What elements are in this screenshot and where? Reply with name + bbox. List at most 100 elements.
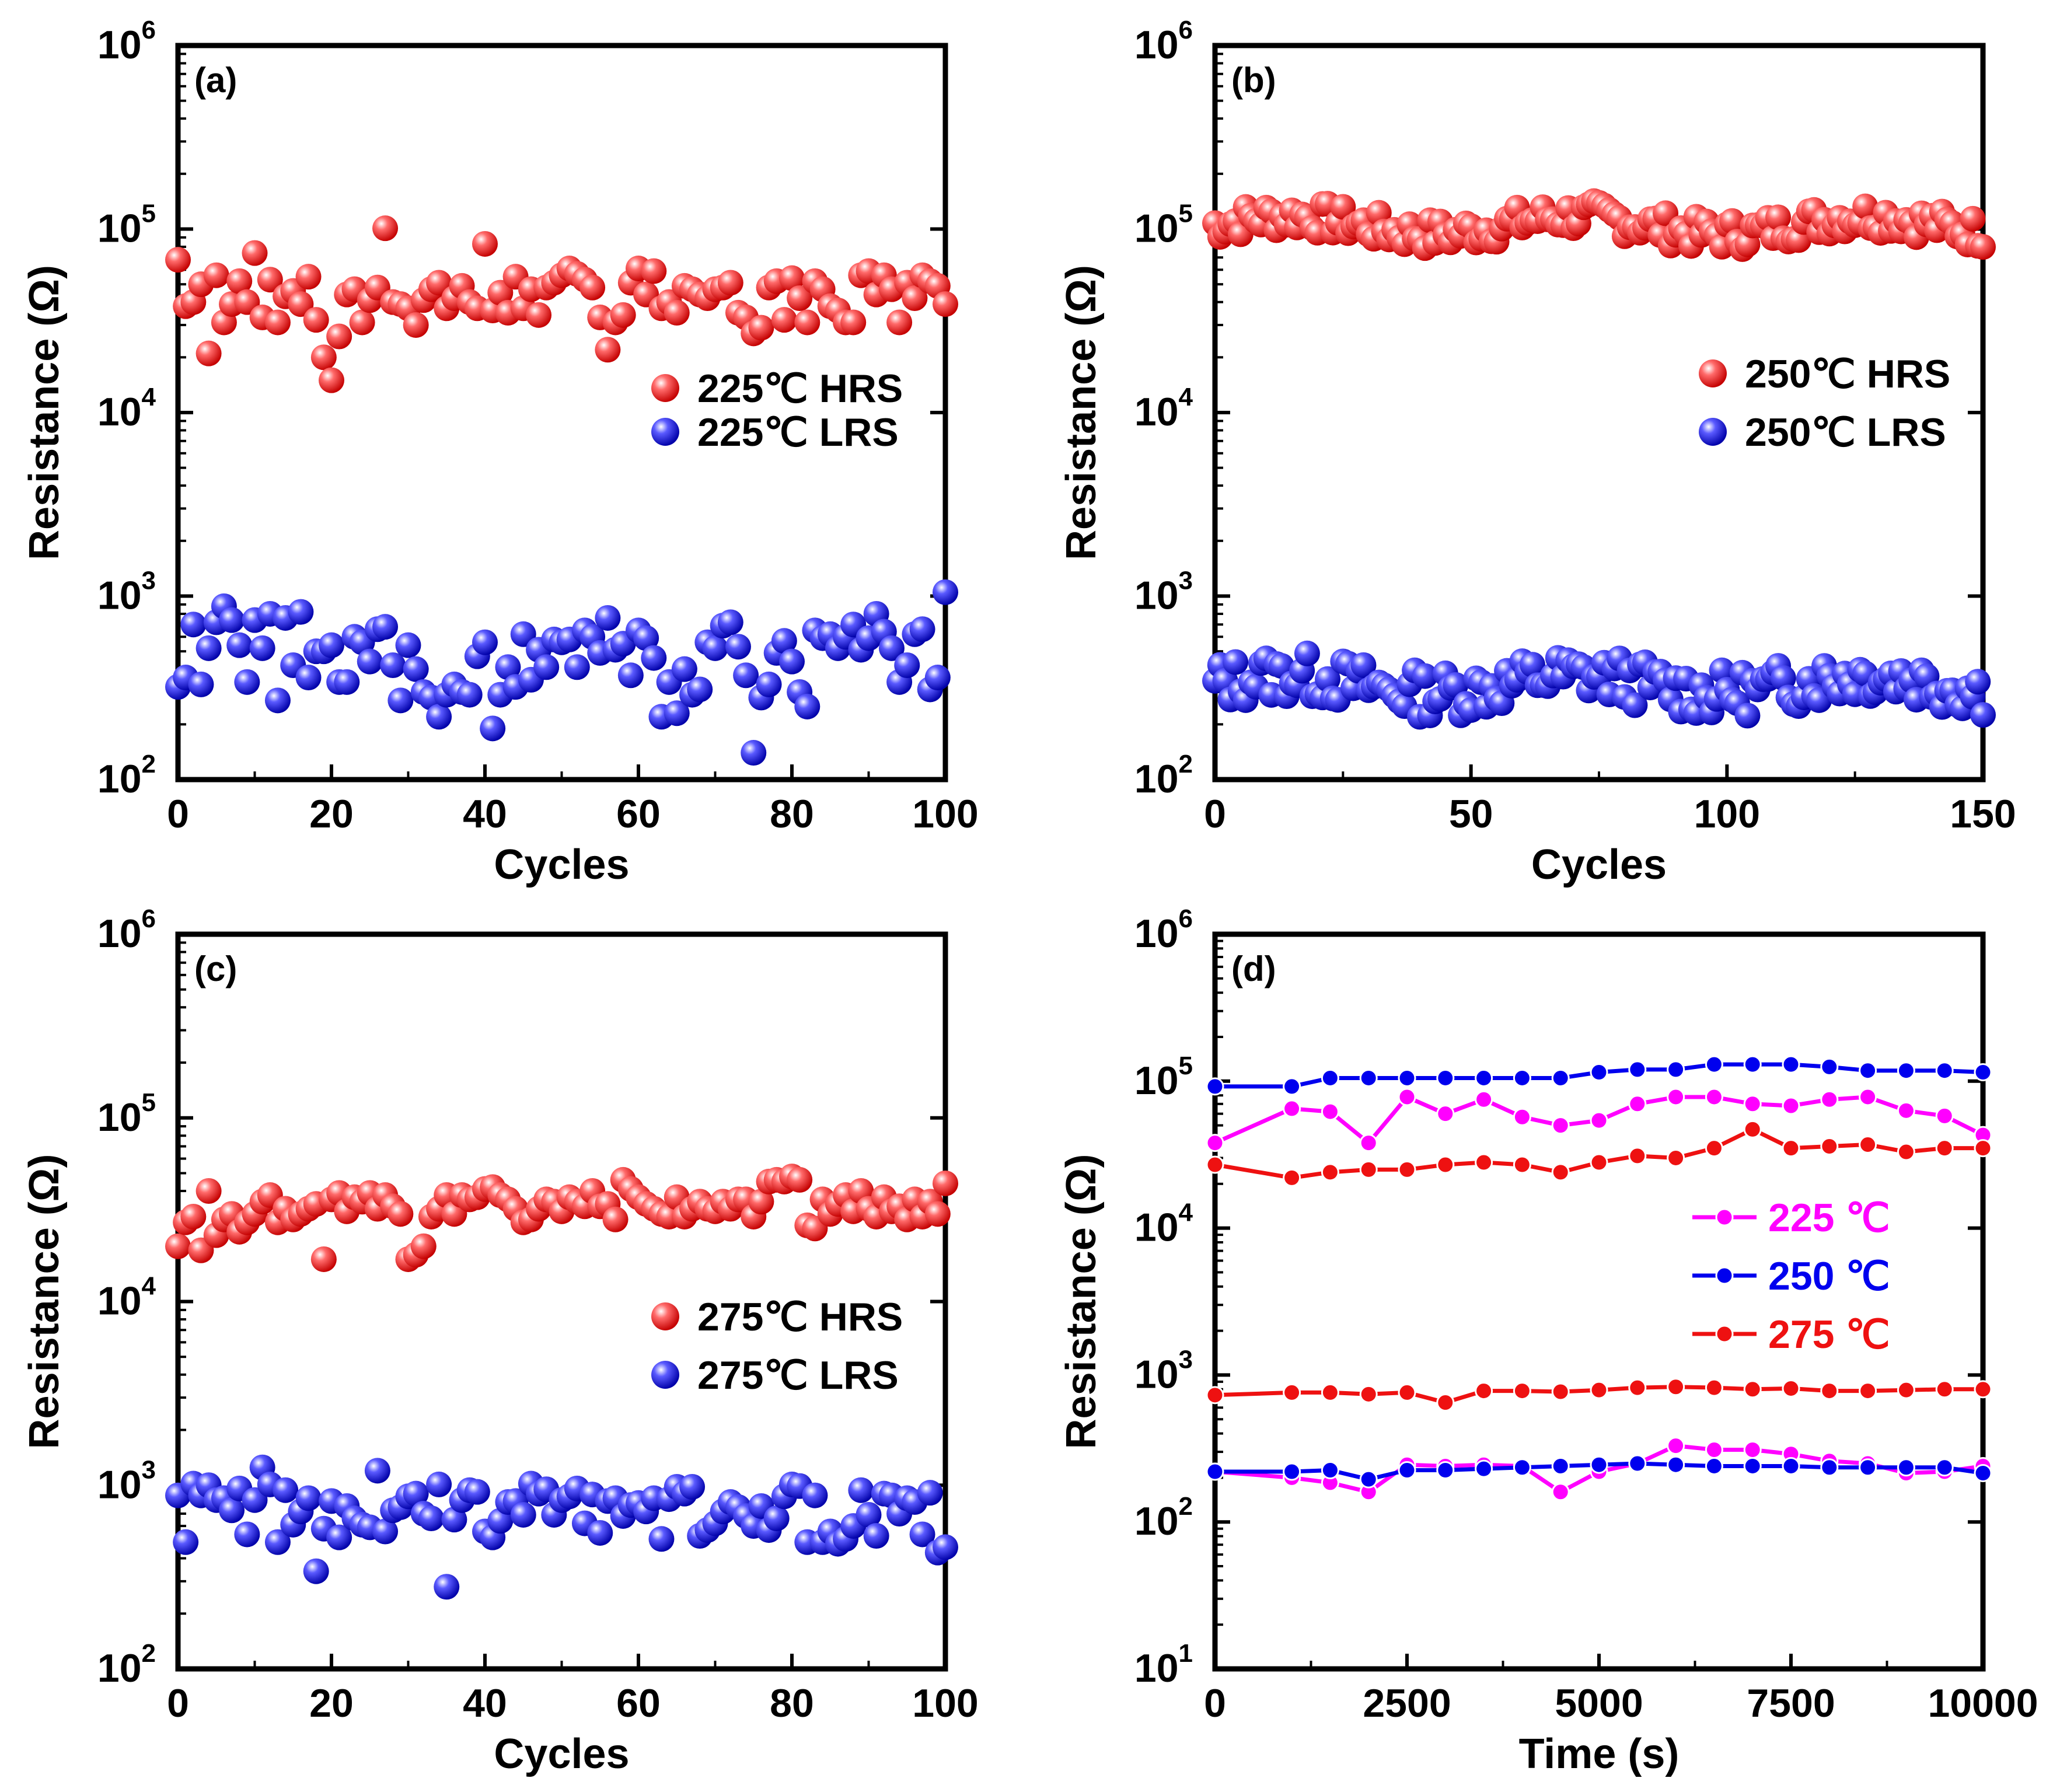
y-tick-label: 106 xyxy=(97,16,156,67)
legend-marker xyxy=(1715,1208,1734,1227)
data-point xyxy=(1359,1470,1378,1489)
data-point xyxy=(1743,1120,1762,1138)
x-tick-label: 100 xyxy=(1694,792,1760,836)
data-point xyxy=(1897,1143,1915,1161)
data-point xyxy=(1897,1381,1915,1399)
data-point xyxy=(1705,1440,1723,1459)
data-point xyxy=(1551,1456,1570,1475)
data-point xyxy=(1551,1483,1570,1501)
data-point xyxy=(1321,1163,1339,1182)
data-point xyxy=(1935,1139,1954,1158)
data-point xyxy=(733,662,759,689)
data-point xyxy=(418,1505,444,1532)
legend-label: 275℃ LRS xyxy=(697,1353,899,1398)
data-point xyxy=(326,1524,352,1550)
data-point xyxy=(1398,1068,1416,1087)
data-point xyxy=(1206,1077,1224,1096)
data-point xyxy=(1974,1380,1992,1399)
x-tick-label: 10000 xyxy=(1928,1681,2038,1725)
y-tick-label: 105 xyxy=(1134,200,1193,251)
data-point xyxy=(1820,1137,1839,1156)
x-axis-label: Cycles xyxy=(494,841,629,888)
legend-label: 225℃ HRS xyxy=(697,366,903,411)
data-point xyxy=(748,1189,774,1215)
x-tick-label: 7500 xyxy=(1747,1681,1835,1725)
data-point xyxy=(1475,1459,1493,1478)
x-tick-label: 80 xyxy=(770,792,814,836)
data-point xyxy=(1770,665,1796,691)
data-point xyxy=(1859,1088,1877,1106)
data-point xyxy=(933,1534,958,1560)
x-tick-label: 0 xyxy=(1204,1681,1226,1725)
data-point xyxy=(1859,1061,1877,1080)
data-point xyxy=(1935,1380,1954,1399)
data-point xyxy=(1590,1381,1608,1399)
data-point xyxy=(771,307,797,333)
data-point xyxy=(794,693,820,719)
data-point xyxy=(633,625,659,651)
data-point xyxy=(1513,1155,1531,1174)
data-point xyxy=(319,632,344,658)
data-point xyxy=(1359,1134,1378,1152)
data-point xyxy=(1321,1461,1339,1480)
data-point xyxy=(472,629,498,655)
data-point xyxy=(779,265,805,291)
x-tick-label: 0 xyxy=(1204,792,1226,836)
y-tick-label: 102 xyxy=(1134,750,1193,801)
data-point xyxy=(909,1521,935,1548)
data-point xyxy=(288,291,314,317)
data-point xyxy=(779,648,805,675)
data-point xyxy=(1719,208,1745,234)
x-tick-label: 20 xyxy=(309,1681,354,1725)
data-point xyxy=(886,309,913,336)
x-tick-label: 2500 xyxy=(1363,1681,1451,1725)
data-point xyxy=(1628,1060,1647,1079)
y-axis-label: Resistance (Ω) xyxy=(21,1154,68,1449)
data-point xyxy=(902,285,928,311)
data-point xyxy=(1782,1055,1800,1074)
data-point xyxy=(395,632,421,658)
data-point xyxy=(1283,1383,1301,1402)
data-point xyxy=(787,1166,813,1193)
data-point xyxy=(1667,1148,1685,1167)
data-point xyxy=(195,1178,222,1204)
data-point xyxy=(1590,1455,1608,1474)
data-point xyxy=(610,302,636,328)
data-point xyxy=(288,599,314,625)
data-point xyxy=(533,654,560,680)
x-axis-label: Time (s) xyxy=(1519,1731,1680,1777)
x-tick-label: 20 xyxy=(309,792,354,836)
data-point xyxy=(564,654,590,680)
data-point xyxy=(295,1485,322,1511)
data-point xyxy=(1628,1095,1647,1113)
data-point xyxy=(226,268,253,294)
data-point xyxy=(510,1501,536,1528)
data-point xyxy=(1350,652,1377,678)
data-point xyxy=(188,671,214,697)
data-point xyxy=(226,632,253,658)
data-point xyxy=(1513,1382,1531,1400)
data-point xyxy=(242,1487,268,1513)
legend-marker xyxy=(651,1302,679,1330)
data-point xyxy=(372,614,399,640)
data-point xyxy=(326,323,352,350)
data-point xyxy=(1436,1155,1455,1174)
data-point xyxy=(1359,1160,1378,1179)
data-point xyxy=(1935,1106,1954,1125)
y-tick-label: 103 xyxy=(1134,567,1193,618)
legend-marker xyxy=(651,418,679,446)
data-point xyxy=(595,605,621,631)
data-point xyxy=(579,274,606,301)
data-point xyxy=(741,740,767,766)
data-point xyxy=(264,309,291,336)
data-point xyxy=(1743,1440,1762,1459)
data-point xyxy=(1782,1379,1800,1398)
data-point xyxy=(195,635,222,661)
data-point xyxy=(219,607,245,633)
data-point xyxy=(1398,1461,1416,1480)
data-point xyxy=(372,215,399,242)
y-tick-label: 104 xyxy=(1134,383,1193,434)
data-point xyxy=(748,315,774,341)
data-point xyxy=(334,669,360,695)
data-point xyxy=(1782,1096,1800,1115)
